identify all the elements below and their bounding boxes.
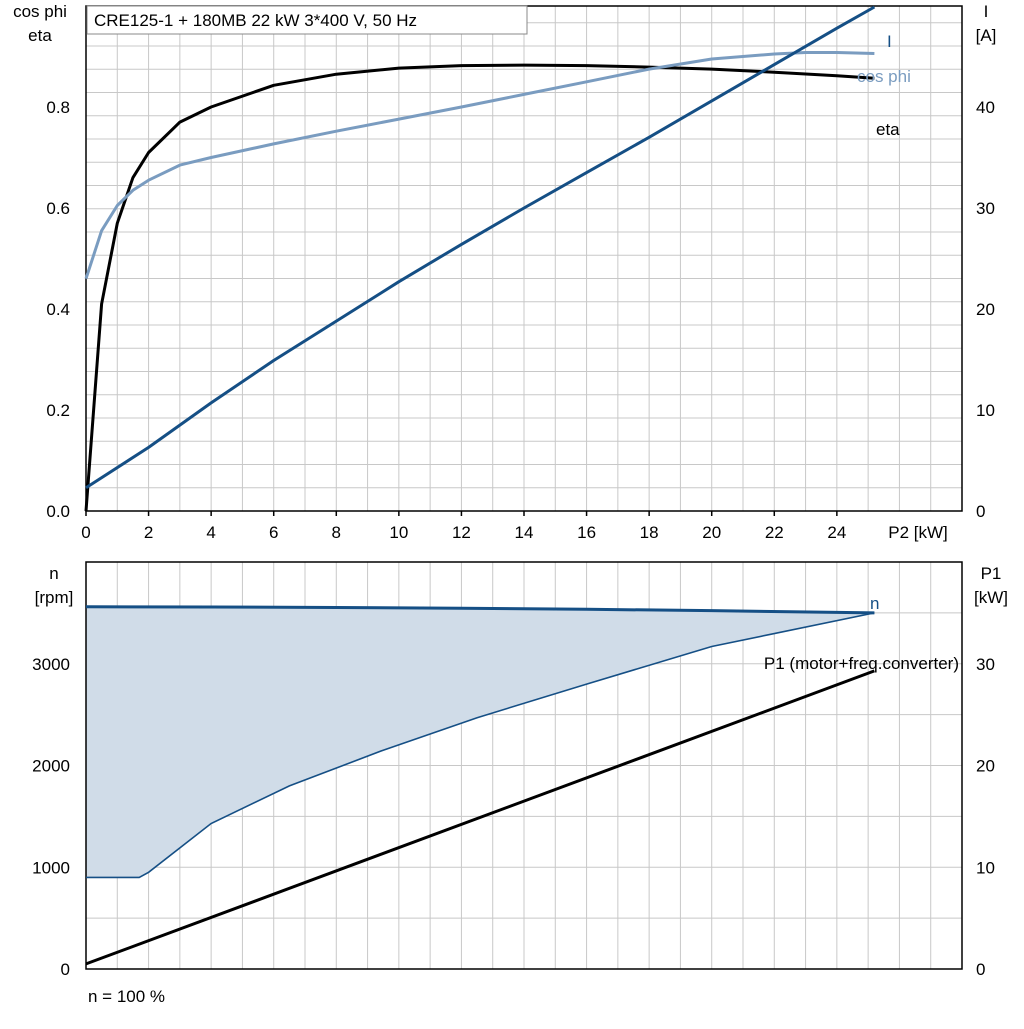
x-axis-label: P2 [kW] — [888, 523, 948, 542]
plot-frame-bottom — [85, 561, 963, 970]
y-right-axis-label: I — [984, 2, 989, 21]
y-right-tick-label: 40 — [976, 98, 995, 117]
y-right-tick-label: 10 — [976, 858, 995, 877]
x-tick-label: 8 — [332, 523, 341, 542]
x-tick-label: 4 — [206, 523, 215, 542]
y-left-tick-label: 0 — [61, 960, 70, 979]
x-tick-label: 14 — [515, 523, 534, 542]
x-tick-label: 20 — [702, 523, 721, 542]
eta-series-line — [84, 63, 875, 512]
speed-min-series-line — [86, 612, 875, 879]
speed-range-area — [86, 606, 875, 878]
series-label-eta: eta — [876, 120, 900, 139]
y-right-axis-label: [A] — [976, 26, 997, 45]
series-label-cos-phi: cos phi — [857, 67, 911, 86]
y-left-axis-label: cos phi — [13, 2, 67, 21]
y-left-axis-label: [rpm] — [35, 588, 74, 607]
y-right-tick-label: 0 — [976, 960, 985, 979]
y-right-tick-label: 10 — [976, 401, 995, 420]
chart-title: CRE125-1 + 180MB 22 kW 3*400 V, 50 Hz — [94, 11, 417, 30]
y-right-tick-label: 30 — [976, 655, 995, 674]
y-left-tick-label: 0.6 — [46, 199, 70, 218]
x-tick-label: 24 — [827, 523, 846, 542]
y-left-tick-label: 0.8 — [46, 98, 70, 117]
y-right-tick-label: 20 — [976, 300, 995, 319]
series-label-p1: P1 (motor+freq.converter) — [764, 654, 959, 673]
x-tick-label: 0 — [81, 523, 90, 542]
x-tick-label: 12 — [452, 523, 471, 542]
y-left-tick-label: 0.2 — [46, 401, 70, 420]
y-left-axis-label: n — [49, 564, 58, 583]
x-tick-label: 22 — [765, 523, 784, 542]
series-label-current: I — [887, 32, 892, 51]
y-right-axis-label: [kW] — [974, 588, 1008, 607]
y-right-tick-label: 0 — [976, 502, 985, 521]
y-left-tick-label: 1000 — [32, 858, 70, 877]
speed-series-line — [85, 605, 875, 615]
x-tick-label: 2 — [144, 523, 153, 542]
y-left-tick-label: 0.4 — [46, 300, 70, 319]
y-left-axis-label: eta — [28, 26, 52, 45]
y-right-axis-label: P1 — [981, 564, 1002, 583]
y-left-tick-label: 0.0 — [46, 502, 70, 521]
x-tick-label: 6 — [269, 523, 278, 542]
x-tick-label: 16 — [577, 523, 596, 542]
y-right-tick-label: 30 — [976, 199, 995, 218]
chart-title-box — [86, 5, 528, 35]
y-left-tick-label: 3000 — [32, 655, 70, 674]
y-left-tick-label: 2000 — [32, 757, 70, 776]
footnote: n = 100 % — [88, 987, 165, 1006]
current-series-line — [85, 5, 876, 490]
series-label-speed: n — [870, 594, 879, 613]
cos-phi-series-line — [84, 51, 875, 280]
p1-series-line — [85, 669, 875, 966]
x-tick-label: 10 — [389, 523, 408, 542]
x-tick-label: 18 — [640, 523, 659, 542]
y-right-tick-label: 20 — [976, 757, 995, 776]
